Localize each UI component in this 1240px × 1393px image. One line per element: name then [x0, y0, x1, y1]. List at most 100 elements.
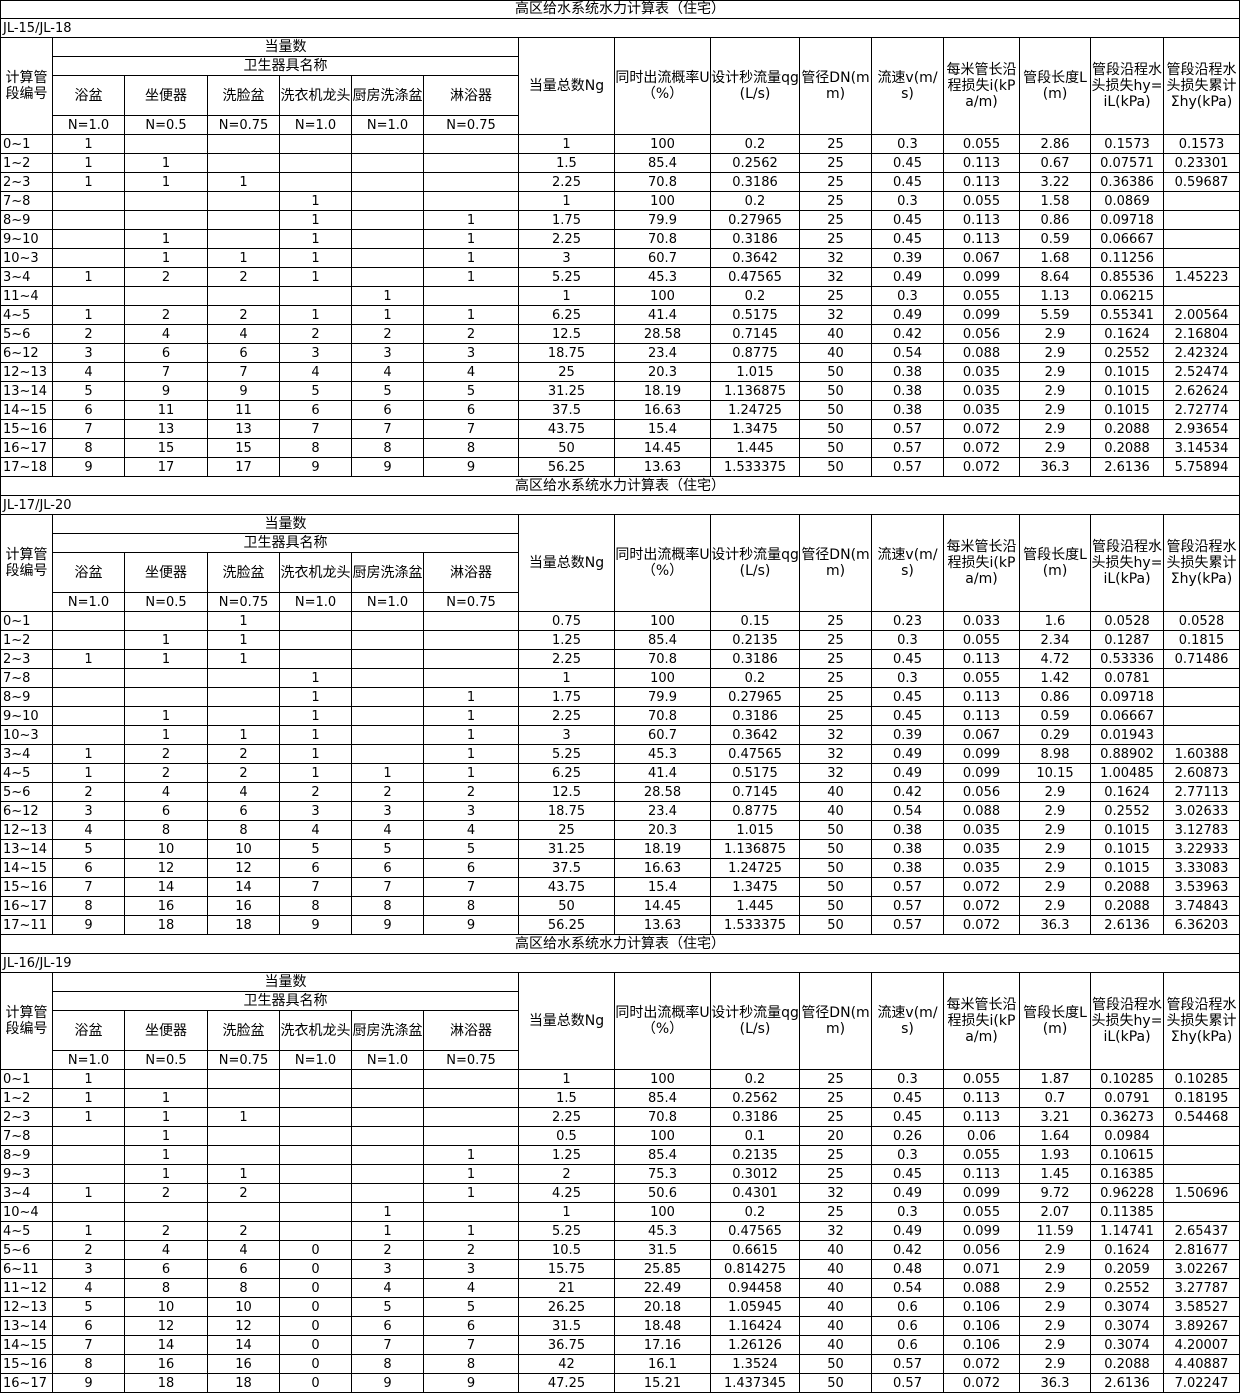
table-cell: 18: [208, 916, 280, 935]
table-cell: 0.072: [944, 458, 1020, 477]
segment-id: 14~15: [0, 401, 53, 420]
table-cell: [352, 249, 424, 268]
table-cell: 0.7145: [711, 783, 800, 802]
table-cell: 5.25: [519, 1222, 615, 1241]
table-cell: 0.4301: [711, 1184, 800, 1203]
table-cell: [208, 1146, 280, 1165]
table-cell: 50: [800, 458, 872, 477]
table-cell: 100: [615, 612, 711, 631]
table-cell: 6: [352, 401, 424, 420]
table-cell: 20.3: [615, 363, 711, 382]
table-cell: [53, 1203, 125, 1222]
table-cell: 0.38: [872, 859, 944, 878]
table-cell: 0.056: [944, 1241, 1020, 1260]
table-cell: 7: [53, 1336, 125, 1355]
table-cell: [1164, 688, 1240, 707]
col-header: 流速v(m/s): [872, 38, 944, 135]
table-cell: 0.2088: [1091, 420, 1164, 439]
table-cell: 6.25: [519, 764, 615, 783]
table-cell: 2.9: [1020, 1336, 1091, 1355]
col-header: 同时出流概率U（%）: [615, 38, 711, 135]
fixture-header: 洗衣机龙头: [280, 76, 352, 116]
table-cell: 0.3: [872, 287, 944, 306]
table-cell: [53, 249, 125, 268]
table-cell: 2: [352, 325, 424, 344]
table-cell: 6: [125, 344, 208, 363]
table-cell: 0.36386: [1091, 173, 1164, 192]
table-cell: 1: [424, 707, 519, 726]
table-cell: 12.5: [519, 325, 615, 344]
table-cell: 2.60873: [1164, 764, 1240, 783]
table-cell: 0.38: [872, 821, 944, 840]
table-cell: [280, 173, 352, 192]
table-cell: 40: [800, 1298, 872, 1317]
table-cell: 0.71486: [1164, 650, 1240, 669]
table-cell: 0.035: [944, 363, 1020, 382]
table-cell: 0.2: [711, 1203, 800, 1222]
table-cell: 0: [280, 1317, 352, 1336]
fixture-header: 浴盆: [53, 1011, 125, 1051]
table-cell: 0.1624: [1091, 783, 1164, 802]
table-cell: 1.05945: [711, 1298, 800, 1317]
table-cell: 2: [280, 325, 352, 344]
table-cell: 0: [280, 1279, 352, 1298]
table-cell: 9: [53, 1374, 125, 1393]
n-label: N=0.5: [125, 1051, 208, 1070]
table-cell: 50: [800, 382, 872, 401]
table-cell: [280, 1222, 352, 1241]
table-cell: 7: [424, 1336, 519, 1355]
table-cell: 0: [280, 1336, 352, 1355]
col-header: 管段沿程水头损失hy=iL(kPa): [1091, 973, 1164, 1070]
table-cell: [208, 707, 280, 726]
table-cell: 0.035: [944, 401, 1020, 420]
table-cell: 0.57: [872, 878, 944, 897]
fixture-header: 厨房洗涤盆: [352, 76, 424, 116]
table-cell: 100: [615, 1070, 711, 1089]
fixture-header: 淋浴器: [424, 76, 519, 116]
table-cell: 0.072: [944, 878, 1020, 897]
table-cell: 0.38: [872, 401, 944, 420]
segment-id: 6~11: [0, 1260, 53, 1279]
table-cell: 0.49: [872, 745, 944, 764]
table-cell: 0.45: [872, 211, 944, 230]
table-cell: 0.59: [1020, 707, 1091, 726]
subgroup-header: 卫生器具名称: [53, 534, 519, 553]
table-cell: [53, 192, 125, 211]
table-cell: [424, 1089, 519, 1108]
segment-id: 3~4: [0, 745, 53, 764]
table-cell: 4: [208, 1241, 280, 1260]
table-cell: 0.3: [872, 135, 944, 154]
segment-id: 0~1: [0, 135, 53, 154]
col-header: 当量总数Ng: [519, 515, 615, 612]
table-cell: 0.6: [872, 1317, 944, 1336]
segment-id: 9~10: [0, 230, 53, 249]
table-cell: 2: [125, 745, 208, 764]
table-cell: 25: [800, 631, 872, 650]
table-cell: [1164, 249, 1240, 268]
table-cell: 0.055: [944, 135, 1020, 154]
table-cell: 2.9: [1020, 1241, 1091, 1260]
table-cell: 1: [424, 1222, 519, 1241]
table-cell: 7.02247: [1164, 1374, 1240, 1393]
table-cell: [208, 192, 280, 211]
table-cell: 0.54468: [1164, 1108, 1240, 1127]
table-cell: 6: [53, 1317, 125, 1336]
table-cell: 2: [125, 1222, 208, 1241]
table-cell: [1164, 1165, 1240, 1184]
table-cell: 4.25: [519, 1184, 615, 1203]
table-cell: 1: [125, 173, 208, 192]
table-cell: 0.2: [711, 1070, 800, 1089]
table-cell: 20: [800, 1127, 872, 1146]
table-cell: 5: [280, 382, 352, 401]
table-cell: 50: [800, 401, 872, 420]
table-cell: 10: [125, 1298, 208, 1317]
table-cell: 2.9: [1020, 420, 1091, 439]
n-label: N=1.0: [280, 1051, 352, 1070]
table-cell: 23.4: [615, 802, 711, 821]
table-cell: [352, 650, 424, 669]
table-cell: [352, 173, 424, 192]
table-cell: 85.4: [615, 1089, 711, 1108]
fixture-header: 淋浴器: [424, 553, 519, 593]
table-cell: 7: [424, 420, 519, 439]
table-cell: 100: [615, 135, 711, 154]
